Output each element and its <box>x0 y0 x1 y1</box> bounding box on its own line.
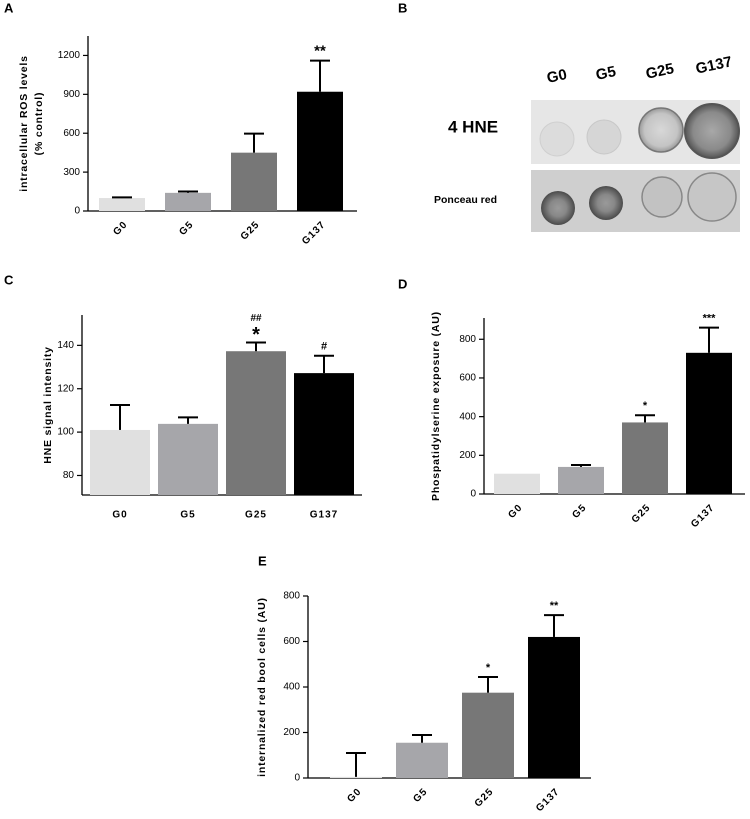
blot-row-label: Ponceau red <box>434 194 497 206</box>
bar <box>622 422 668 494</box>
x-tick-label: G25 <box>473 786 496 809</box>
y-tick-label: 0 <box>294 773 300 784</box>
panel-label: C <box>4 272 14 287</box>
y-axis-label: (% control) <box>33 92 45 156</box>
x-tick-label: G0 <box>112 510 127 521</box>
y-tick-label: 300 <box>63 167 80 178</box>
y-tick-label: 800 <box>283 591 300 602</box>
significance-label: * <box>252 324 260 346</box>
y-tick-label: 600 <box>283 636 300 647</box>
bar <box>165 192 211 211</box>
blot-column-label: G25 <box>644 60 675 83</box>
significance-label: ** <box>550 600 559 612</box>
x-tick-label: G0 <box>345 786 364 805</box>
x-tick-label: G5 <box>180 510 195 521</box>
bar <box>558 466 604 494</box>
y-tick-label: 400 <box>283 682 300 693</box>
y-tick-label: 600 <box>63 128 80 139</box>
y-tick-label: 600 <box>459 373 476 384</box>
x-tick-label: G25 <box>245 510 267 521</box>
blot-column-label: G137 <box>694 53 733 77</box>
panel-label: B <box>398 0 407 15</box>
bar <box>158 423 218 495</box>
y-axis-label: internalized red bool cells (AU) <box>256 597 268 777</box>
blot-spot <box>541 191 575 225</box>
y-tick-label: 200 <box>459 450 476 461</box>
panel-label: D <box>398 276 407 291</box>
x-tick-label: G25 <box>239 219 262 242</box>
x-tick-label: G137 <box>689 502 717 530</box>
blot-spot <box>641 176 683 218</box>
y-tick-label: 900 <box>63 89 80 100</box>
bar <box>99 198 145 211</box>
significance-label: * <box>486 662 491 674</box>
y-tick-label: 800 <box>459 334 476 345</box>
x-tick-label: G137 <box>534 786 562 814</box>
significance-label: ## <box>250 313 262 324</box>
blot-column-label: G5 <box>594 63 617 84</box>
bar <box>330 776 382 778</box>
significance-label: ** <box>314 43 326 60</box>
x-tick-label: G5 <box>411 786 430 805</box>
blot-spot <box>539 121 575 157</box>
blot-spot <box>684 103 740 159</box>
y-tick-label: 200 <box>283 727 300 738</box>
bar <box>528 636 580 778</box>
significance-label: # <box>321 341 327 353</box>
significance-label: *** <box>703 313 717 325</box>
y-tick-label: 140 <box>57 340 74 351</box>
y-axis-label: HNE signal intensity <box>42 346 54 464</box>
bar <box>462 692 514 778</box>
bar <box>231 152 277 211</box>
y-tick-label: 0 <box>470 489 476 500</box>
y-tick-label: 1200 <box>58 50 81 61</box>
x-tick-label: G0 <box>111 219 130 238</box>
blot-spot <box>586 119 622 155</box>
x-tick-label: G137 <box>300 219 328 247</box>
x-tick-label: G25 <box>630 502 653 525</box>
panel-label: A <box>4 0 14 15</box>
blot-column-label: G0 <box>545 66 568 87</box>
bar <box>294 373 354 495</box>
x-tick-label: G0 <box>506 502 525 521</box>
y-axis-label: Phospatidylserine exposure (AU) <box>430 311 442 501</box>
x-tick-label: G5 <box>570 502 589 521</box>
x-tick-label: G5 <box>177 219 196 238</box>
bar <box>297 91 343 211</box>
y-tick-label: 0 <box>74 206 80 217</box>
bar <box>494 473 540 494</box>
bar <box>226 351 286 495</box>
blot-spot <box>638 107 684 153</box>
x-tick-label: G137 <box>310 510 338 521</box>
blot-image <box>531 100 740 232</box>
blot-row-label: 4 HNE <box>448 117 498 136</box>
blot-spot <box>687 172 737 222</box>
bar <box>90 429 150 495</box>
y-tick-label: 80 <box>63 470 75 481</box>
bar <box>686 352 732 494</box>
blot-spot <box>589 186 623 220</box>
panel-label: E <box>258 553 267 568</box>
significance-label: * <box>643 400 648 412</box>
y-tick-label: 100 <box>57 427 74 438</box>
bar <box>396 742 448 778</box>
y-axis-label: intracellular ROS levels <box>18 55 30 192</box>
y-tick-label: 400 <box>459 411 476 422</box>
y-tick-label: 120 <box>57 383 74 394</box>
